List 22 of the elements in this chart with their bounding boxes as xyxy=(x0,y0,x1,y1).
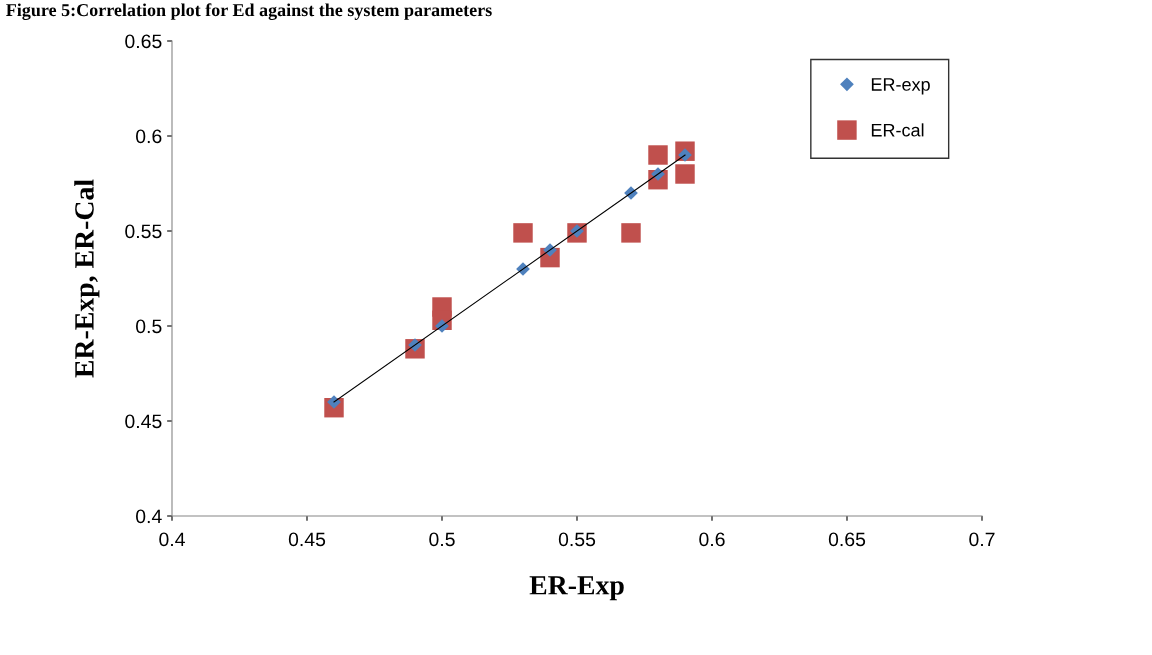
x-tick-label: 0.6 xyxy=(699,532,725,547)
y-tick-label: 0.65 xyxy=(125,34,162,49)
x-tick-label: 0.5 xyxy=(429,532,455,547)
legend-label: ER-cal xyxy=(871,123,924,137)
x-tick-label: 0.55 xyxy=(558,532,596,547)
y-tick-label: 0.5 xyxy=(136,319,162,334)
x-tick-label: 0.7 xyxy=(969,532,995,547)
x-tick-label: 0.65 xyxy=(828,532,866,547)
y-axis-title: ER-Exp, ER-Cal xyxy=(74,179,100,378)
y-tick-label: 0.55 xyxy=(125,224,162,239)
x-tick-label: 0.45 xyxy=(288,532,326,547)
point xyxy=(513,223,533,243)
y-tick-label: 0.45 xyxy=(125,414,162,429)
x-axis-title: ER-Exp xyxy=(529,576,624,601)
x-tick-label: 0.4 xyxy=(159,532,185,547)
chart-title: Figure 5:Correlation plot for Ed against the system parameters xyxy=(6,3,492,20)
point xyxy=(675,164,695,184)
point xyxy=(648,145,668,165)
legend-label: ER-exp xyxy=(871,78,930,95)
y-tick-label: 0.4 xyxy=(136,509,162,524)
y-tick-label: 0.6 xyxy=(136,129,162,144)
point xyxy=(621,223,641,243)
